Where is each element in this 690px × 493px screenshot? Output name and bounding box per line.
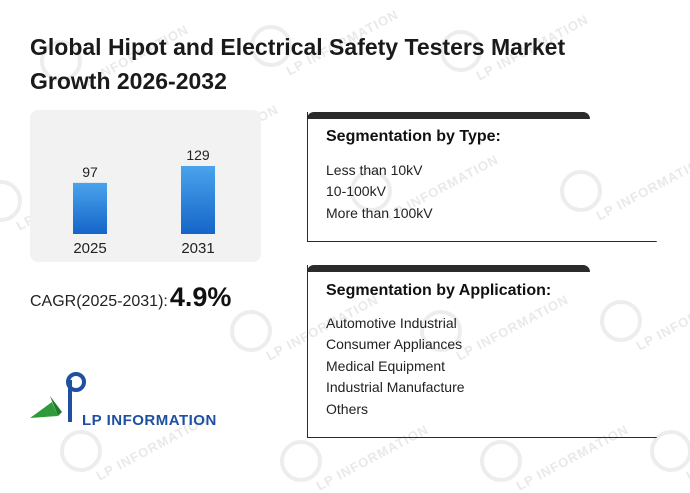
- bar-2031: [181, 166, 215, 234]
- segment-item: Automotive Industrial: [326, 315, 457, 331]
- watermark-mark: [480, 440, 522, 482]
- segment-title: Segmentation by Type:: [326, 128, 501, 145]
- segment-item: Others: [326, 401, 369, 417]
- bar-chart: 97 2025 129 2031: [73, 147, 215, 257]
- watermark-mark: [40, 40, 82, 82]
- watermark-mark: [420, 310, 462, 352]
- segment-header-bar: [307, 112, 590, 119]
- segment-item: Less than 10kV: [326, 162, 423, 178]
- segment-item: Consumer Appliances: [326, 336, 463, 352]
- segment-bottom-border: [307, 437, 657, 438]
- page-title: Global Hipot and Electrical Safety Teste…: [30, 34, 566, 94]
- segment-title: Segmentation by Application:: [326, 282, 552, 299]
- watermark-mark: [60, 430, 102, 472]
- watermark-mark: [560, 170, 602, 212]
- segment-header-bar: [307, 265, 590, 272]
- segment-left-border: [307, 265, 308, 438]
- segment-item: More than 100kV: [326, 205, 433, 221]
- watermark-mark: [280, 440, 322, 482]
- watermark-mark: [600, 300, 642, 342]
- segment-item: Medical Equipment: [326, 358, 446, 374]
- bar-2025: [73, 182, 107, 234]
- category-label: 2025: [73, 240, 106, 257]
- watermark-mark: [440, 30, 482, 72]
- watermark-mark: [350, 170, 392, 212]
- segment-left-border: [307, 112, 308, 242]
- segment-bottom-border: [307, 241, 657, 242]
- segment-type-panel: Segmentation by Type: Less than 10kV 10-…: [307, 112, 657, 242]
- segment-application-panel: Segmentation by Application: Automotive …: [307, 265, 657, 438]
- logo-icon: [30, 372, 86, 422]
- segment-item: 10-100kV: [326, 183, 386, 199]
- category-label: 2031: [181, 240, 214, 257]
- bar-value-label: 97: [82, 164, 98, 180]
- watermark-mark: [250, 25, 292, 67]
- watermark-mark: [0, 180, 22, 222]
- cagr-line: CAGR(2025-2031):4.9%: [30, 282, 231, 313]
- bar-value-label: 129: [186, 147, 210, 163]
- segment-item: Industrial Manufacture: [326, 379, 465, 395]
- cagr-value: 4.9%: [169, 282, 232, 312]
- watermark-mark: [230, 310, 272, 352]
- company-logo: LP INFORMATION: [28, 372, 216, 432]
- cagr-label: CAGR(2025-2031):: [30, 293, 168, 310]
- bar-chart-panel: 97 2025 129 2031: [30, 110, 261, 262]
- logo-text: LP INFORMATION: [82, 412, 217, 429]
